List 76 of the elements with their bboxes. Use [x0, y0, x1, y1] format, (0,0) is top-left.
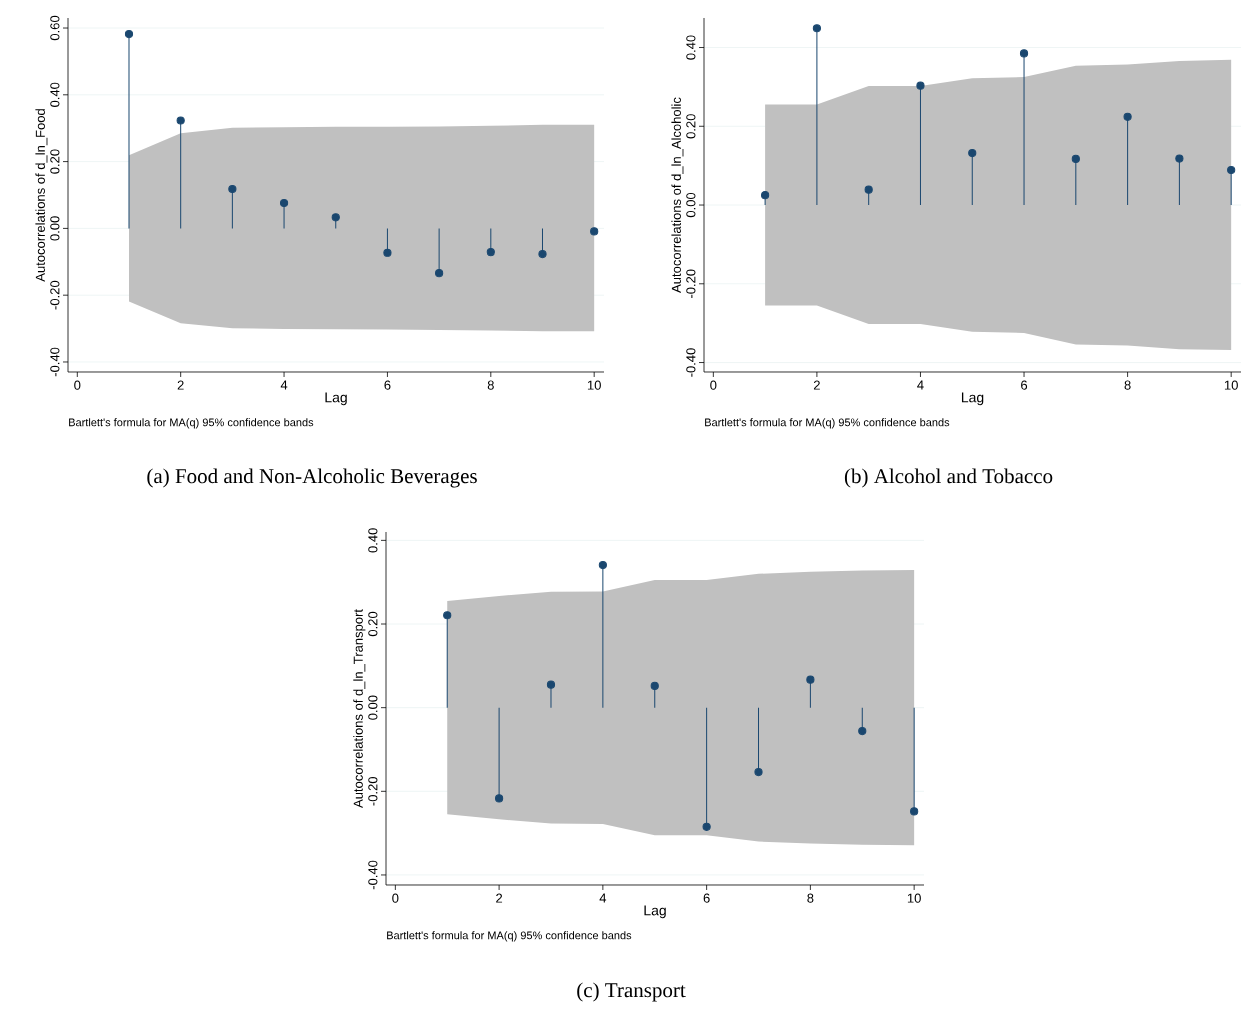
point [546, 680, 556, 689]
point [806, 675, 815, 684]
y-tick-label: -0.40 [368, 860, 378, 890]
x-axis-title: Lag [644, 905, 666, 919]
x-tick-label: 8 [807, 893, 814, 903]
text: (a) Food and Non-Alcoholic Beverages [147, 468, 477, 488]
point [650, 681, 659, 691]
x-tick-label: 0 [392, 893, 399, 903]
point [702, 822, 711, 831]
point [754, 767, 763, 777]
y-tick-label: 0.20 [50, 149, 60, 174]
x-tick-label: 10 [907, 893, 921, 903]
text: Bartlett's formula for MA(q) 95% confidence bands [387, 931, 632, 942]
point [435, 269, 444, 278]
y-tick-label: 0.00 [686, 192, 696, 218]
point [1175, 154, 1184, 163]
x-axis-title: Lag [961, 392, 984, 406]
y-axis-title: Autocorrelations of d_ln_Transport [353, 609, 366, 808]
point [1227, 165, 1236, 175]
text: Bartlett's formula for MA(q) 95% confidence bands [69, 418, 314, 429]
y-tick-label: 0.60 [50, 15, 60, 41]
y-tick-label: -0.20 [368, 777, 378, 806]
y-tick-label: 0.00 [50, 216, 60, 241]
point [228, 184, 237, 194]
x-tick-label: 2 [496, 893, 503, 903]
point [383, 248, 392, 257]
x-tick-label: 4 [917, 380, 924, 390]
x-tick-label: 2 [813, 380, 820, 390]
y-tick-label: -0.40 [50, 347, 60, 377]
x-tick-label: 6 [703, 893, 710, 903]
x-axis-title: Lag [325, 392, 347, 406]
text: (b) Alcohol and Tobacco [844, 468, 1053, 488]
y-tick-label: -0.20 [686, 269, 696, 299]
point [864, 185, 873, 194]
point [279, 198, 289, 208]
x-tick-label: 6 [1021, 380, 1028, 390]
point [176, 116, 185, 125]
x-tick-label: 2 [177, 380, 184, 390]
point [495, 794, 504, 803]
y-tick-label: -0.20 [50, 280, 60, 310]
point [590, 227, 599, 236]
x-tick-label: 10 [1224, 380, 1238, 390]
x-tick-label: 0 [710, 380, 717, 390]
point [1019, 49, 1029, 58]
x-tick-label: 4 [280, 380, 288, 390]
y-tick-label: 0.40 [50, 82, 60, 107]
point [443, 611, 452, 620]
x-tick-label: 0 [74, 380, 81, 390]
point [812, 24, 821, 33]
point [538, 250, 547, 259]
point [1071, 154, 1080, 164]
point [486, 248, 495, 257]
y-tick-label: 0.40 [368, 528, 378, 553]
text: (c) Transport [577, 982, 686, 1002]
point [761, 191, 770, 200]
point [858, 726, 867, 736]
point [598, 560, 607, 570]
y-tick-label: 0.00 [368, 695, 378, 720]
y-tick-label: 0.20 [686, 114, 696, 139]
x-tick-label: 8 [1124, 380, 1131, 390]
y-tick-label: 0.40 [686, 35, 696, 60]
point [910, 807, 919, 816]
point [1123, 112, 1132, 121]
y-axis-title: Autocorrelations of d_ln_Alcoholic [671, 97, 684, 293]
point [916, 81, 925, 90]
text: Bartlett's formula for MA(q) 95% confidence bands [705, 418, 950, 429]
x-tick-label: 10 [587, 380, 601, 390]
y-axis-title: Autocorrelations of d_ln_Food [35, 109, 48, 282]
point [331, 213, 340, 222]
x-tick-label: 4 [599, 893, 607, 903]
point [968, 148, 977, 158]
y-tick-label: -0.40 [686, 348, 696, 377]
x-tick-label: 8 [487, 380, 494, 390]
point [124, 29, 134, 39]
y-tick-label: 0.20 [368, 611, 378, 637]
x-tick-label: 6 [384, 380, 391, 390]
